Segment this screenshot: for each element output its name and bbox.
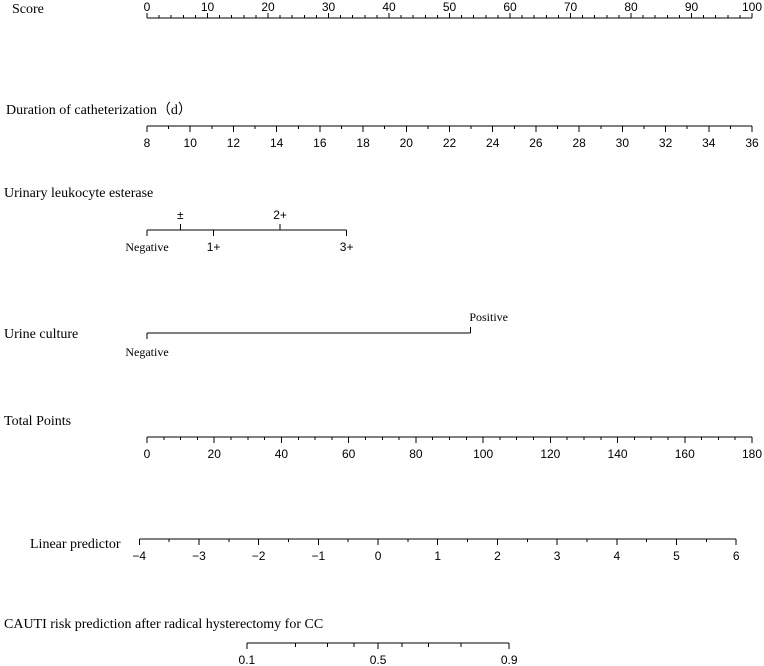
score-tick-label: 30 — [322, 0, 336, 14]
esterase-category-label: 2+ — [273, 208, 287, 222]
score-tick-label: 90 — [685, 0, 699, 14]
score-tick-label: 40 — [382, 0, 396, 14]
risk-tick-label: 0.5 — [370, 653, 387, 666]
duration-tick-label: 14 — [270, 136, 284, 150]
total-points-tick-label: 140 — [608, 447, 628, 461]
score-tick-label: 20 — [261, 0, 275, 14]
esterase-axis-label: Urinary leukocyte esterase — [4, 186, 153, 201]
linear-predictor-tick-label: −3 — [192, 549, 206, 563]
duration-tick-label: 24 — [486, 136, 500, 150]
linear-predictor-axis-label: Linear predictor — [30, 537, 121, 552]
total-points-axis-label: Total Points — [4, 414, 71, 429]
duration-tick-label: 10 — [184, 136, 198, 150]
linear-predictor-tick-label: 6 — [733, 549, 740, 563]
score-axis-label: Score — [12, 2, 44, 17]
linear-predictor-tick-label: −2 — [252, 549, 266, 563]
linear-predictor-tick-label: 1 — [434, 549, 441, 563]
esterase-category-label: ± — [177, 208, 184, 222]
linear-predictor-tick-label: 4 — [613, 549, 620, 563]
score-tick-label: 70 — [564, 0, 578, 14]
total-points-tick-label: 180 — [742, 447, 762, 461]
duration-tick-label: 22 — [443, 136, 457, 150]
score-tick-label: 60 — [503, 0, 517, 14]
duration-tick-label: 28 — [572, 136, 586, 150]
total-points-tick-label: 40 — [275, 447, 289, 461]
culture-category-label: Positive — [469, 310, 508, 324]
linear-predictor-tick-label: −1 — [312, 549, 326, 563]
risk-tick-label: 0.9 — [501, 653, 518, 666]
duration-tick-label: 26 — [529, 136, 543, 150]
duration-tick-label: 16 — [313, 136, 327, 150]
duration-tick-label: 36 — [745, 136, 759, 150]
score-tick-label: 10 — [201, 0, 215, 14]
total-points-tick-label: 80 — [409, 447, 423, 461]
total-points-tick-label: 0 — [144, 447, 151, 461]
total-points-tick-label: 100 — [473, 447, 493, 461]
risk-tick-label: 0.1 — [239, 653, 256, 666]
culture-axis-label: Urine culture — [4, 327, 78, 342]
score-tick-label: 80 — [624, 0, 638, 14]
duration-axis-label: Duration of catheterization（d） — [6, 102, 192, 118]
duration-tick-label: 8 — [144, 136, 151, 150]
duration-tick-label: 32 — [659, 136, 673, 150]
duration-tick-label: 18 — [356, 136, 370, 150]
total-points-tick-label: 120 — [540, 447, 560, 461]
linear-predictor-tick-label: 3 — [554, 549, 561, 563]
esterase-category-label: 3+ — [340, 240, 354, 254]
esterase-category-label: 1+ — [207, 240, 221, 254]
esterase-category-label: Negative — [125, 240, 168, 254]
total-points-tick-label: 20 — [208, 447, 222, 461]
linear-predictor-tick-label: 5 — [673, 549, 680, 563]
total-points-tick-label: 160 — [675, 447, 695, 461]
risk-axis-label: CAUTI risk prediction after radical hyst… — [4, 617, 323, 632]
linear-predictor-tick-label: 0 — [375, 549, 382, 563]
culture-category-label: Negative — [125, 345, 168, 359]
total-points-tick-label: 60 — [342, 447, 356, 461]
duration-tick-label: 12 — [227, 136, 241, 150]
duration-tick-label: 30 — [616, 136, 630, 150]
score-tick-label: 0 — [144, 0, 151, 14]
linear-predictor-tick-label: 2 — [494, 549, 501, 563]
linear-predictor-tick-label: −4 — [132, 549, 146, 563]
score-tick-label: 50 — [443, 0, 457, 14]
duration-tick-label: 34 — [702, 136, 716, 150]
duration-tick-label: 20 — [400, 136, 414, 150]
score-tick-label: 100 — [742, 0, 762, 14]
